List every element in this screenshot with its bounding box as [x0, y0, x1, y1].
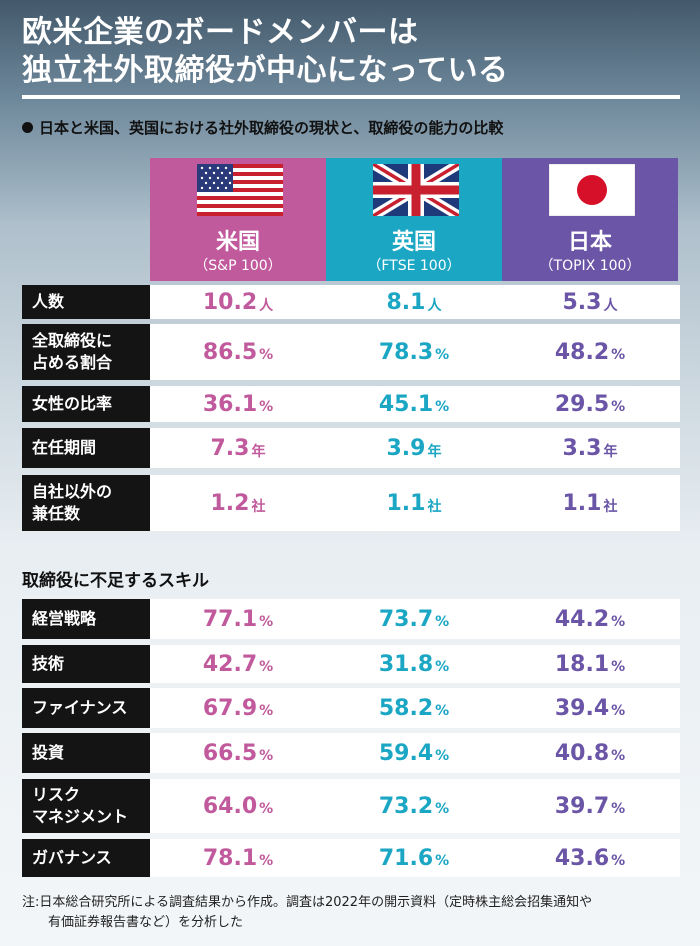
footnote: 注:日本総合研究所による調査結果から作成。調査は2022年の開示資料（定時株主総… [22, 895, 593, 930]
value-uk: 73.7% [378, 606, 450, 632]
row-label: 人数 [22, 285, 150, 319]
column-index-japan: （TOPIX 100） [539, 258, 641, 274]
value-japan: 48.2% [554, 339, 626, 365]
bullet-icon [22, 122, 33, 133]
subtitle: 日本と米国、英国における社外取締役の現状と、取締役の能力の比較 [22, 117, 503, 138]
table-row-female-ratio: 女性の比率 36.1% 45.1% 29.5% [22, 386, 680, 422]
row-label: 全取締役に 占める割合 [22, 324, 150, 380]
value-japan: 3.3 年 [562, 435, 618, 461]
row-label: ファイナンス [22, 688, 150, 728]
subtitle-text: 日本と米国、英国における社外取締役の現状と、取締役の能力の比較 [39, 119, 504, 137]
table-row-tenure: 在任期間 7.3 年 3.9 年 3.3 年 [22, 428, 680, 468]
value-japan: 29.5% [554, 391, 626, 417]
value-uk: 8.1 人 [386, 289, 442, 315]
table-row-governance: ガバナンス 78.1% 71.6% 43.6% [22, 839, 680, 877]
us-flag-icon [197, 164, 283, 216]
title-line-2: 独立社外取締役が中心になっている [22, 53, 509, 88]
value-us: 7.3 年 [210, 435, 266, 461]
table-row-headcount: 人数 10.2 人 8.1 人 5.3 人 [22, 285, 680, 319]
uk-flag-icon [373, 164, 459, 216]
table-row-technology: 技術 42.7% 31.8% 18.1% [22, 645, 680, 683]
column-header-uk: 英国 （FTSE 100） [326, 158, 502, 281]
column-name-uk: 英国 [391, 230, 436, 255]
table-row-board-share: 全取締役に 占める割合 86.5% 78.3% 48.2% [22, 324, 680, 380]
title-line-1: 欧米企業のボードメンバーは [22, 15, 419, 50]
value-uk: 73.2% [378, 793, 450, 819]
value-japan: 44.2% [554, 606, 626, 632]
value-us: 86.5% [202, 339, 274, 365]
value-us: 42.7% [202, 651, 274, 677]
table-row-other-boards: 自社以外の 兼任数 1.2 社 1.1 社 1.1 社 [22, 475, 680, 531]
page-title: 欧米企業のボードメンバーは 独立社外取締役が中心になっている [22, 14, 682, 90]
value-uk: 3.9 年 [386, 435, 442, 461]
row-label: 女性の比率 [22, 386, 150, 422]
value-japan: 39.7% [554, 793, 626, 819]
value-japan: 39.4% [554, 695, 626, 721]
japan-flag-icon [549, 164, 635, 216]
value-us: 77.1% [202, 606, 274, 632]
column-name-us: 米国 [215, 230, 260, 255]
row-label: ガバナンス [22, 839, 150, 877]
value-uk: 45.1% [378, 391, 450, 417]
value-uk: 31.8% [378, 651, 450, 677]
row-label: 技術 [22, 645, 150, 683]
value-japan: 43.6% [554, 845, 626, 871]
row-label: 在任期間 [22, 428, 150, 468]
row-label: リスク マネジメント [22, 779, 150, 833]
skills-heading: 取締役に不足するスキル [22, 571, 209, 591]
value-japan: 1.1 社 [562, 490, 618, 516]
value-us: 78.1% [202, 845, 274, 871]
value-us: 10.2 人 [202, 289, 274, 315]
value-uk: 58.2% [378, 695, 450, 721]
value-uk: 1.1 社 [386, 490, 442, 516]
title-divider [22, 95, 680, 99]
table-row-investment: 投資 66.5% 59.4% 40.8% [22, 733, 680, 773]
column-header-us: 米国 （S&P 100） [150, 158, 326, 281]
value-japan: 5.3 人 [562, 289, 618, 315]
table-row-strategy: 経営戦略 77.1% 73.7% 44.2% [22, 599, 680, 639]
value-us: 66.5% [202, 740, 274, 766]
column-index-uk: （FTSE 100） [367, 258, 461, 274]
value-us: 64.0% [202, 793, 274, 819]
row-label: 投資 [22, 733, 150, 773]
row-label: 経営戦略 [22, 599, 150, 639]
value-japan: 40.8% [554, 740, 626, 766]
value-us: 1.2 社 [210, 490, 266, 516]
column-header-japan: 日本 （TOPIX 100） [502, 158, 678, 281]
row-label: 自社以外の 兼任数 [22, 475, 150, 531]
table-row-risk-management: リスク マネジメント 64.0% 73.2% 39.7% [22, 779, 680, 833]
value-uk: 78.3% [378, 339, 450, 365]
value-us: 36.1% [202, 391, 274, 417]
table-row-finance: ファイナンス 67.9% 58.2% 39.4% [22, 688, 680, 728]
value-us: 67.9% [202, 695, 274, 721]
value-japan: 18.1% [554, 651, 626, 677]
value-uk: 71.6% [378, 845, 450, 871]
value-uk: 59.4% [378, 740, 450, 766]
column-name-japan: 日本 [567, 230, 612, 255]
column-index-us: （S&P 100） [194, 258, 282, 274]
